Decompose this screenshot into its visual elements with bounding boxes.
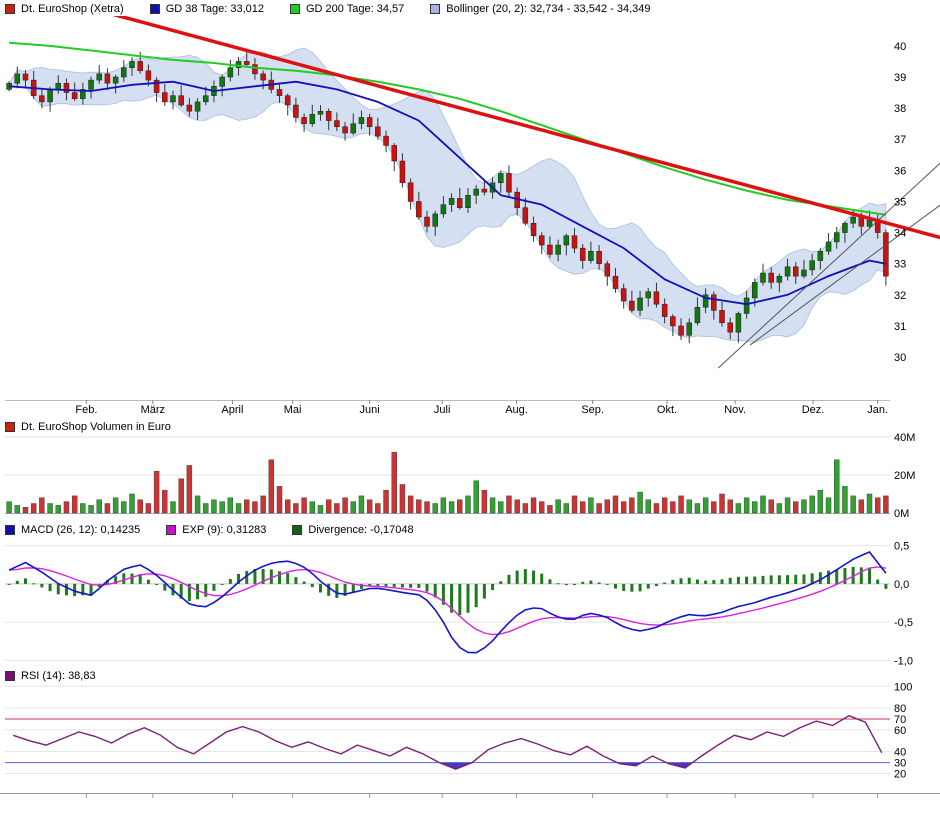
divergence-swatch-icon [292,525,303,535]
macd-label: MACD (26, 12): 0,14235 [21,524,141,536]
legend-item-macd: MACD (26, 12): 0,14235 [5,524,140,536]
legend-item-bollinger: Bollinger (20, 2): 32,734 - 33,542 - 34,… [430,3,651,15]
exp-label: EXP (9): 0,31283 [182,524,267,536]
svg-text:20: 20 [894,768,906,780]
svg-text:Mai: Mai [284,404,302,416]
svg-text:April: April [221,404,243,416]
svg-text:39: 39 [894,72,906,84]
svg-text:Dez.: Dez. [802,404,825,416]
svg-text:33: 33 [894,259,906,271]
svg-text:40: 40 [894,747,906,759]
svg-text:20M: 20M [894,470,915,482]
svg-text:Juli: Juli [434,404,451,416]
volume-panel-legend: Dt. EuroShop Volumen in Euro [5,420,171,434]
bollinger-swatch-icon [430,4,441,14]
svg-text:40: 40 [894,41,906,53]
price-panel-legend: Dt. EuroShop (Xetra) GD 38 Tage: 33,012 … [5,2,651,16]
gd38-swatch-icon [149,4,160,14]
volume-swatch-icon [5,422,15,432]
svg-text:38: 38 [894,103,906,115]
legend-item-gd38: GD 38 Tage: 33,012 [149,3,264,15]
svg-text:30: 30 [894,758,906,770]
volume-label: Dt. EuroShop Volumen in Euro [21,421,171,433]
svg-text:-0,5: -0,5 [894,617,913,629]
svg-text:34: 34 [894,228,906,240]
svg-text:-1,0: -1,0 [894,655,913,667]
price-series-swatch-icon [5,4,15,14]
legend-item-exp: EXP (9): 0,31283 [166,524,266,536]
svg-text:Aug.: Aug. [505,404,528,416]
svg-text:80: 80 [894,703,906,715]
svg-text:60: 60 [894,725,906,737]
svg-text:0,0: 0,0 [894,579,909,591]
legend-item-price: Dt. EuroShop (Xetra) [5,3,124,15]
exp-swatch-icon [166,525,177,535]
svg-text:0,5: 0,5 [894,541,909,553]
bollinger-label: Bollinger (20, 2): 32,734 - 33,542 - 34,… [446,3,651,15]
rsi-swatch-icon [5,671,15,681]
svg-text:36: 36 [894,165,906,177]
price-series-label: Dt. EuroShop (Xetra) [21,3,124,15]
svg-text:30: 30 [894,352,906,364]
svg-text:100: 100 [894,681,912,693]
svg-text:März: März [141,404,165,416]
macd-panel-legend: MACD (26, 12): 0,14235 EXP (9): 0,31283 … [5,523,414,537]
macd-swatch-icon [5,525,15,535]
svg-text:Juni: Juni [360,404,380,416]
svg-text:Jan.: Jan. [867,404,888,416]
svg-text:40M: 40M [894,432,915,444]
legend-item-divergence: Divergence: -0,17048 [292,524,414,536]
svg-text:70: 70 [894,714,906,726]
svg-text:32: 32 [894,290,906,302]
rsi-label: RSI (14): 38,83 [21,670,96,682]
legend-item-volume: Dt. EuroShop Volumen in Euro [5,421,171,433]
svg-text:37: 37 [894,134,906,146]
svg-text:0M: 0M [894,508,909,520]
svg-text:31: 31 [894,321,906,333]
svg-text:Feb.: Feb. [75,404,97,416]
svg-text:Sep.: Sep. [581,404,604,416]
gd200-label: GD 200 Tage: 34,57 [305,3,405,15]
legend-item-gd200: GD 200 Tage: 34,57 [289,3,405,15]
rsi-panel-legend: RSI (14): 38,83 [5,669,96,683]
legend-item-rsi: RSI (14): 38,83 [5,670,96,682]
svg-text:35: 35 [894,196,906,208]
svg-text:Okt.: Okt. [657,404,677,416]
svg-text:Nov.: Nov. [724,404,746,416]
gd38-label: GD 38 Tage: 33,012 [165,3,264,15]
gd200-swatch-icon [289,4,300,14]
divergence-label: Divergence: -0,17048 [308,524,414,536]
